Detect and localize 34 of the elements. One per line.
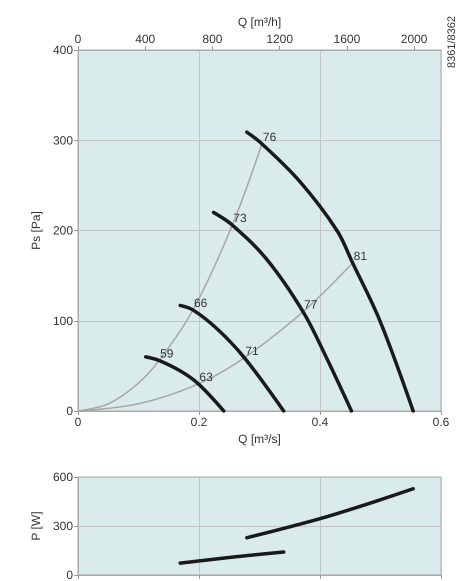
x-axis-title: Q [m³/s] bbox=[238, 432, 281, 446]
y-tick-label: 300 bbox=[52, 133, 74, 148]
annotation: 71 bbox=[245, 344, 260, 358]
y-tick-label: 400 bbox=[52, 43, 74, 57]
text: 8361/8362 bbox=[446, 16, 458, 68]
x-tick-label: 0.6 bbox=[432, 415, 450, 429]
x2-axis-title: Q [m³/h] bbox=[238, 15, 282, 29]
annotation: 73 bbox=[233, 211, 247, 226]
y-tick-label: 0 bbox=[66, 568, 74, 581]
x2-tick-label: 2000 bbox=[400, 32, 428, 46]
x2-tick-label: 1200 bbox=[266, 32, 294, 46]
annotation: 59 bbox=[160, 346, 174, 360]
y-tick-label: 200 bbox=[52, 224, 74, 238]
y-tick-label: 600 bbox=[52, 470, 74, 484]
line-series bbox=[245, 487, 415, 540]
line-series bbox=[245, 130, 415, 413]
annotation: 63 bbox=[199, 370, 214, 384]
y-axis-title: P [W] bbox=[29, 511, 43, 541]
annotation: 66 bbox=[194, 296, 208, 310]
x2-tick-label: 400 bbox=[135, 32, 156, 46]
line-series bbox=[212, 210, 354, 413]
y-axis-title: Ps [Pa] bbox=[29, 211, 43, 250]
y-tick-label: 0 bbox=[66, 404, 74, 418]
x2-tick-label: 1600 bbox=[334, 32, 361, 46]
annotation: 76 bbox=[262, 130, 277, 144]
annotation: 77 bbox=[304, 298, 318, 312]
x-tick-label: 0.4 bbox=[312, 415, 329, 429]
x2-tick-label: 800 bbox=[202, 32, 223, 46]
x2-tick-label: 0 bbox=[74, 32, 82, 46]
x-tick-label: 0.2 bbox=[190, 415, 208, 429]
y-tick-label: 100 bbox=[52, 314, 74, 328]
x-tick-label: 0 bbox=[74, 415, 82, 429]
y-tick-label: 300 bbox=[52, 519, 74, 533]
annotation: 81 bbox=[354, 248, 368, 263]
